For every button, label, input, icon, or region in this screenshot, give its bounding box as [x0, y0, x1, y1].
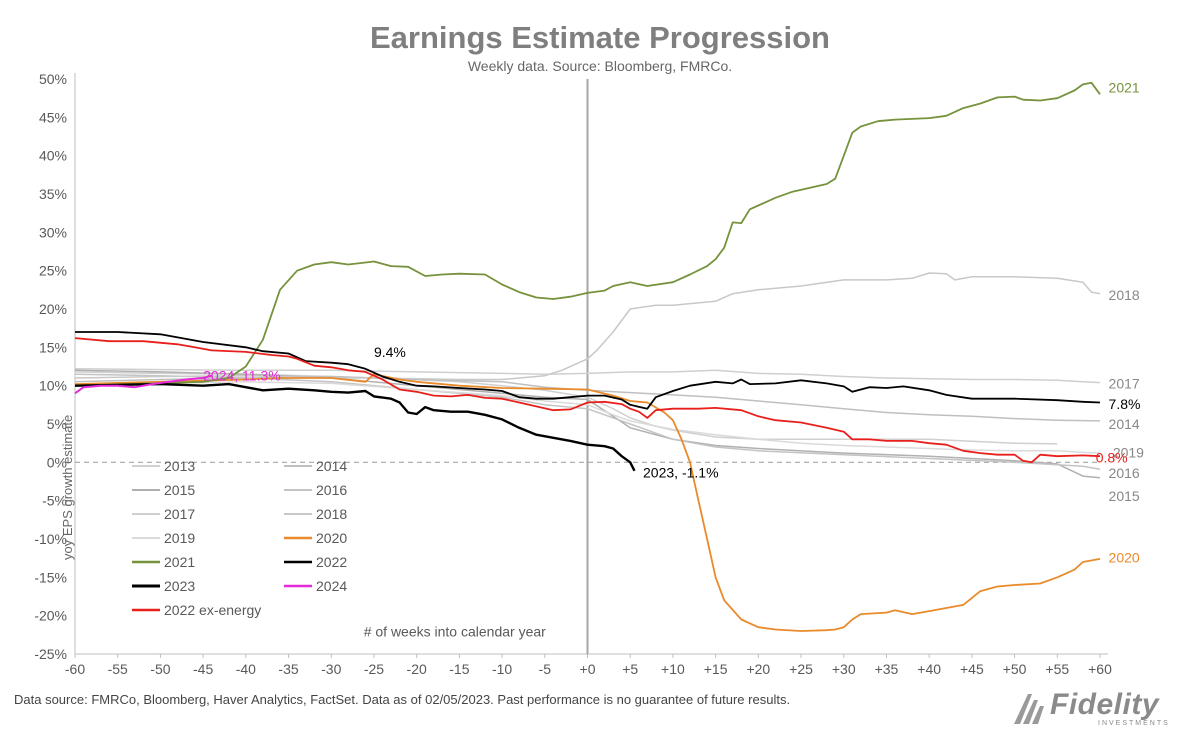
fidelity-mark-icon	[1014, 694, 1044, 724]
y-tick-label: 45%	[39, 109, 67, 125]
y-tick-label: 10%	[39, 378, 67, 394]
x-tick-label: +50	[1003, 661, 1027, 677]
y-tick-label: 35%	[39, 186, 67, 202]
x-tick-label: -50	[150, 661, 170, 677]
series-line-2016	[74, 373, 1101, 470]
legend-entry: 2018	[316, 506, 347, 522]
annotation-label: 2014	[1109, 416, 1140, 432]
x-tick-label: -55	[108, 661, 128, 677]
y-tick-label: 25%	[39, 263, 67, 279]
x-tick-label: +25	[789, 661, 813, 677]
series-line-2022	[75, 331, 1101, 410]
x-tick-label: +10	[661, 661, 685, 677]
annotation-label: 2020	[1109, 549, 1140, 565]
y-tick-label: 0%	[47, 454, 67, 470]
series-line-2019	[74, 381, 1101, 454]
series-line-2020	[74, 373, 1101, 632]
legend-entry: 2022 ex-energy	[164, 602, 261, 618]
legend-entry: 2020	[316, 530, 347, 546]
y-tick-label: 40%	[39, 148, 67, 164]
annotation-label: 0.8%	[1096, 450, 1128, 466]
chart-subtitle: Weekly data. Source: Bloomberg, FMRCo.	[467, 58, 733, 74]
x-tick-label: -10	[492, 661, 512, 677]
annotation-label: 2015	[1109, 488, 1140, 504]
x-tick-label: -40	[236, 661, 256, 677]
x-tick-label: -30	[321, 661, 341, 677]
x-tick-label: -20	[407, 661, 427, 677]
x-tick-label: +35	[875, 661, 899, 677]
annotation-label: 2019	[1113, 444, 1144, 460]
x-tick-label: -45	[193, 661, 213, 677]
y-tick-label: -25%	[34, 646, 67, 662]
legend-entry: 2015	[164, 482, 195, 498]
fidelity-logo: Fidelity INVESTMENTS	[1010, 686, 1190, 730]
legend-entry: 2014	[316, 458, 347, 474]
annotation-label: 7.8%	[1109, 396, 1141, 412]
annotation-label: 2017	[1109, 375, 1140, 391]
logo-wordmark: Fidelity	[1050, 688, 1160, 721]
annotation-label: 2018	[1109, 287, 1140, 303]
x-axis-label: # of weeks into calendar year	[364, 623, 546, 639]
series-line-2021	[74, 81, 1101, 387]
y-tick-label: 15%	[39, 339, 67, 355]
annotation-label: 2021	[1109, 79, 1140, 95]
legend-entry: 2019	[164, 530, 195, 546]
x-tick-label: -15	[449, 661, 469, 677]
series-line-2023	[74, 382, 636, 472]
y-tick-label: -5%	[42, 493, 67, 509]
y-tick-label: 30%	[39, 224, 67, 240]
y-tick-label: -20%	[34, 608, 67, 624]
y-tick-label: 5%	[47, 416, 67, 432]
x-tick-label: +0	[580, 661, 596, 677]
footer-note: Data source: FMRCo, Bloomberg, Haver Ana…	[14, 692, 791, 707]
legend-entry: 2017	[164, 506, 195, 522]
x-tick-label: +5	[622, 661, 638, 677]
y-axis-label: yoy EPS growth estimate	[60, 414, 75, 560]
x-tick-label: -35	[278, 661, 298, 677]
y-tick-label: -10%	[34, 531, 67, 547]
y-tick-label: 20%	[39, 301, 67, 317]
y-tick-label: -15%	[34, 569, 67, 585]
annotation-label: 9.4%	[374, 344, 406, 360]
x-tick-label: +20	[746, 661, 770, 677]
legend-entry: 2021	[164, 554, 195, 570]
legend-entry: 2016	[316, 482, 347, 498]
x-tick-label: -5	[539, 661, 552, 677]
annotation-label: 2023, -1.1%	[643, 464, 719, 480]
y-tick-label: 50%	[39, 71, 67, 87]
x-tick-label: +40	[917, 661, 941, 677]
series-line-2022-ex-energy	[74, 337, 1101, 464]
legend-entry: 2022	[316, 554, 347, 570]
series-line-2014	[74, 375, 1101, 422]
series-line-2024	[74, 374, 212, 395]
series-line-2018	[74, 272, 1101, 381]
x-tick-label: +60	[1088, 661, 1112, 677]
x-tick-label: +15	[704, 661, 728, 677]
annotation-label: 2016	[1109, 465, 1140, 481]
legend-entry: 2024	[316, 578, 347, 594]
chart-title: Earnings Estimate Progression	[370, 20, 830, 55]
legend-entry: 2013	[164, 458, 195, 474]
logo-tagline: INVESTMENTS	[1098, 720, 1170, 727]
x-tick-label: -25	[364, 661, 384, 677]
annotation-label: 2024, 11.3%	[203, 368, 281, 384]
x-tick-label: +30	[832, 661, 856, 677]
x-tick-label: +55	[1045, 661, 1069, 677]
legend-entry: 2023	[164, 578, 195, 594]
x-tick-label: -60	[65, 661, 85, 677]
x-tick-label: +45	[960, 661, 984, 677]
